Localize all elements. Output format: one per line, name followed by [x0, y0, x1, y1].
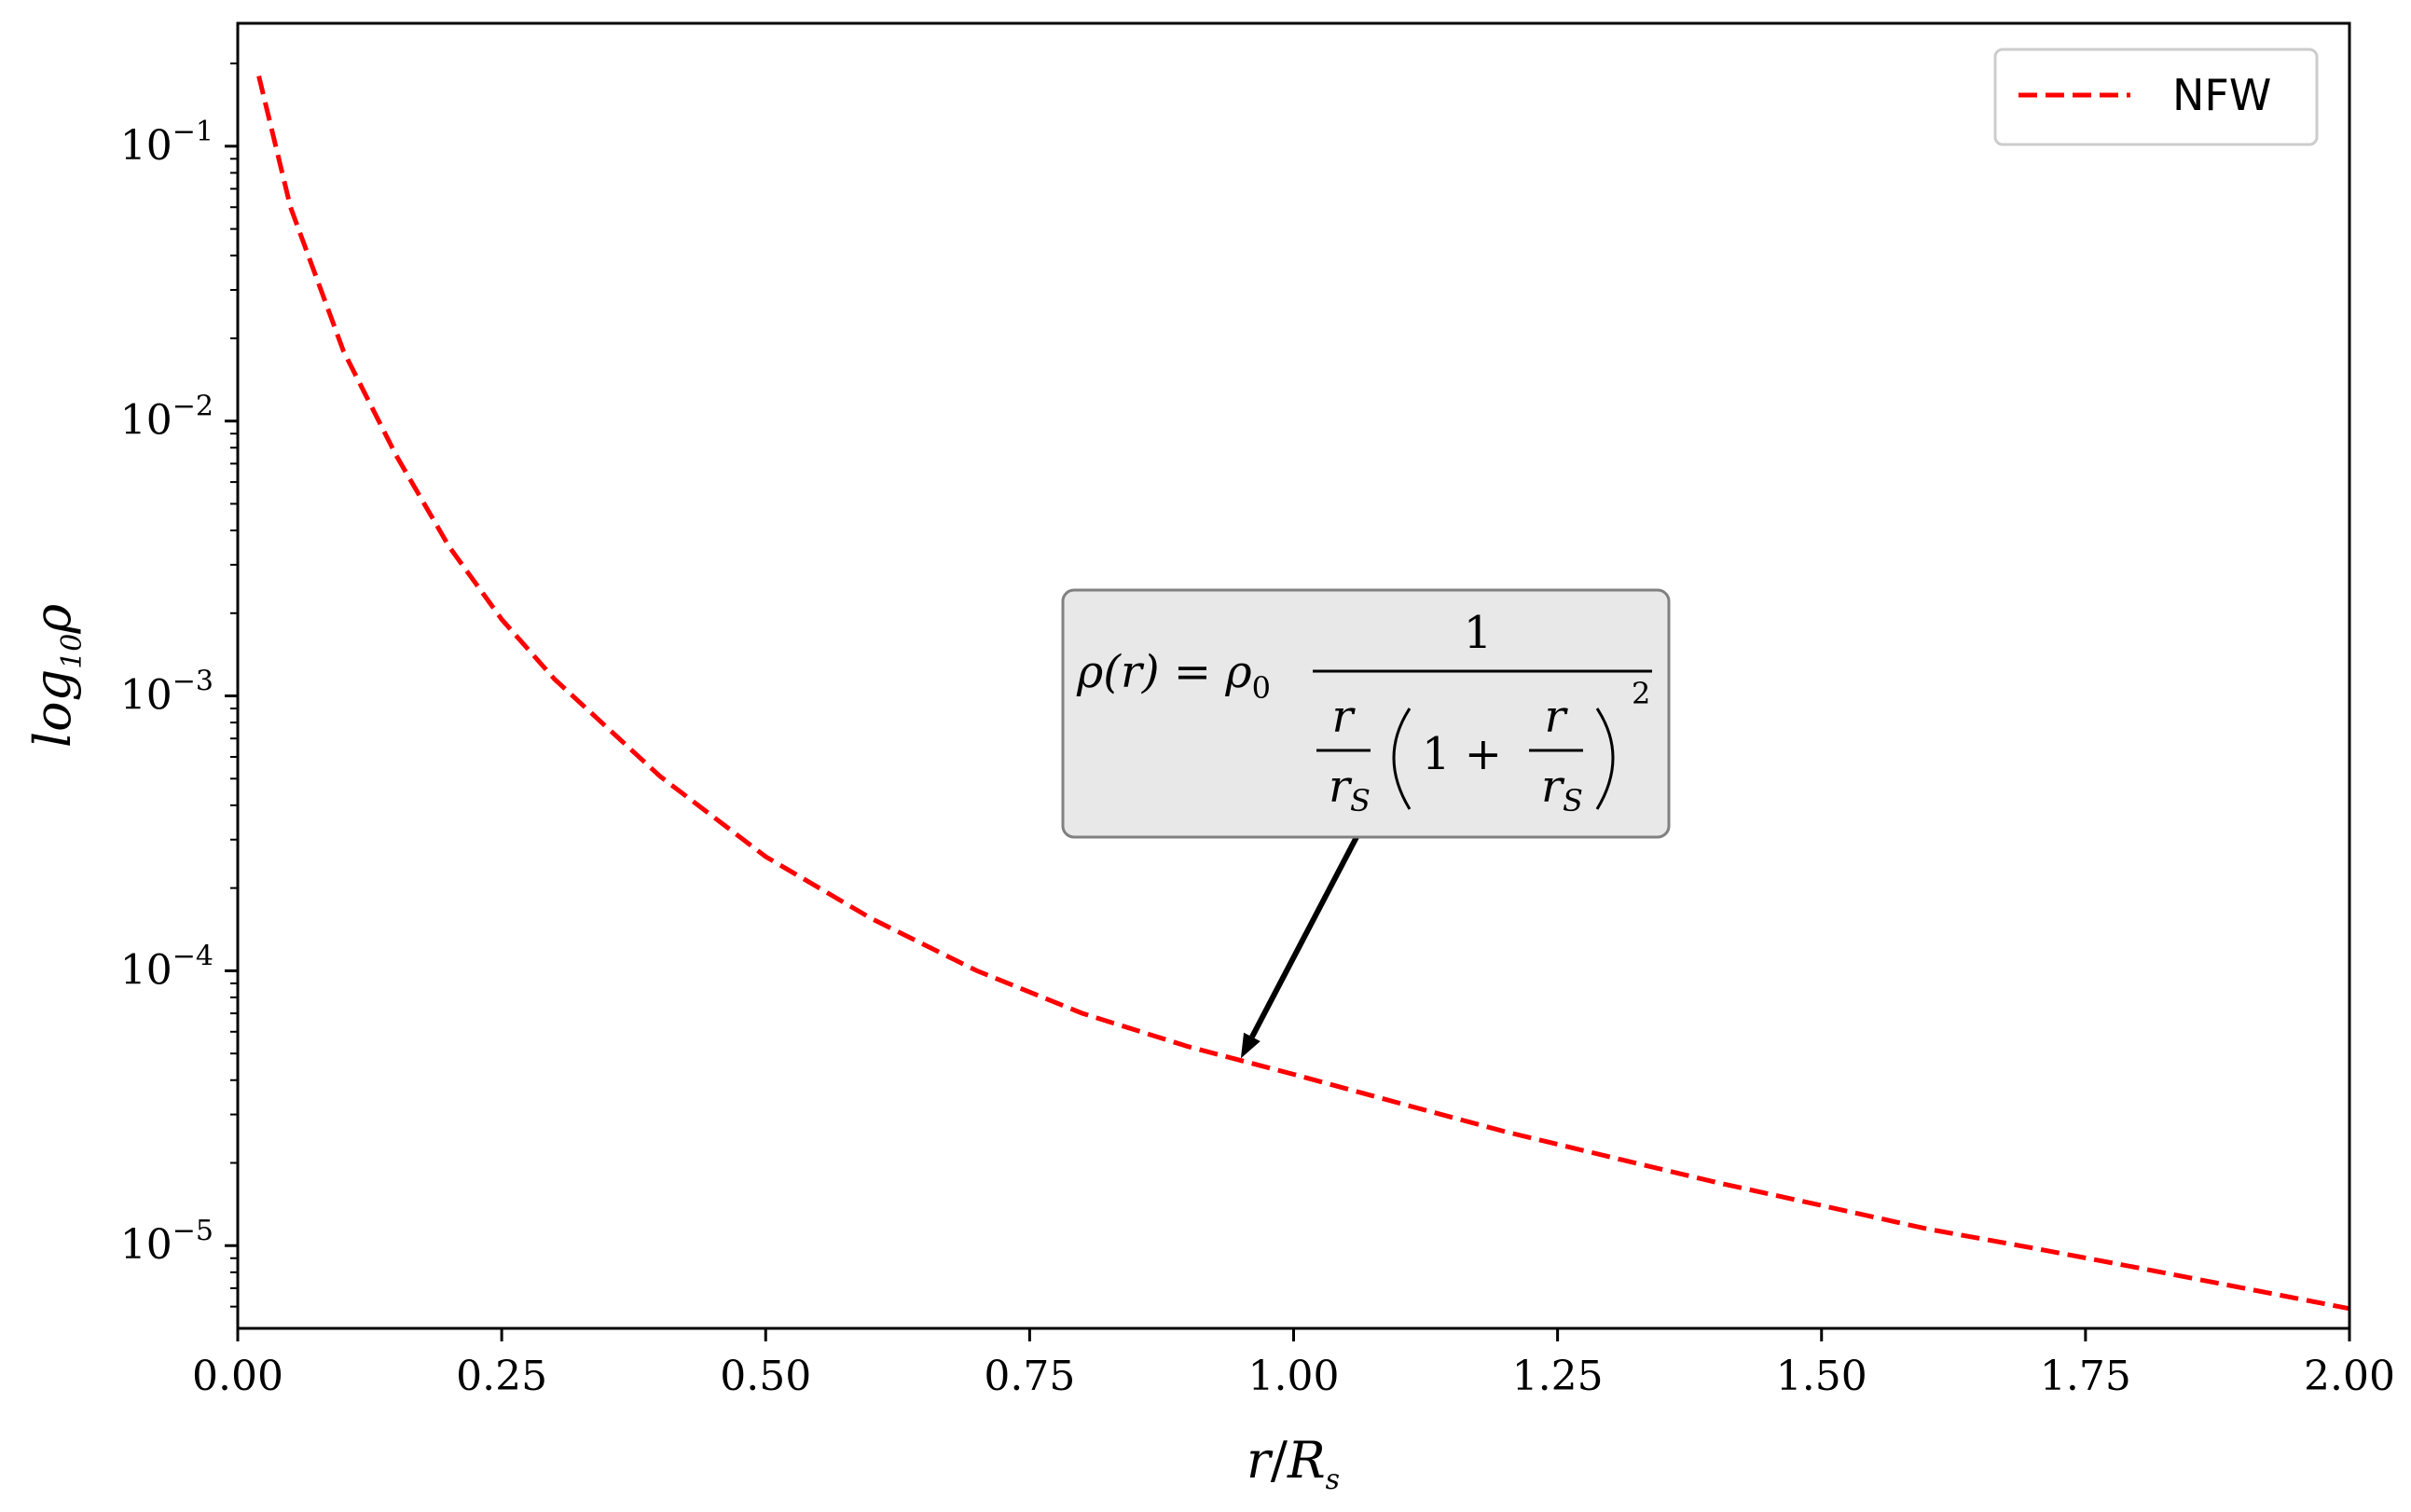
legend: NFW	[1993, 48, 2319, 146]
series-line-nfw	[256, 76, 2350, 1312]
annotation-arrow-line	[1249, 835, 1359, 1038]
y-tick-label: 10−1	[120, 116, 214, 170]
y-tick-label: 10−4	[120, 940, 214, 994]
formula-r-over-rs-denominator: rS	[1329, 761, 1371, 818]
x-tick-label: 1.00	[1248, 1353, 1340, 1400]
y-tick-label: 10−3	[120, 666, 214, 720]
x-axis-title: r/Rs	[1247, 1431, 1340, 1496]
formula-exponent: 2	[1632, 676, 1650, 711]
series-layer	[256, 76, 2350, 1312]
formula-one-plus: 1 +	[1422, 728, 1502, 780]
formula-inner-rs-denominator: rS	[1541, 761, 1583, 818]
legend-label-nfw: NFW	[2172, 70, 2271, 120]
formula-lhs: ρ(r) = ρ0	[1076, 646, 1271, 706]
x-tick-label: 1.25	[1512, 1353, 1604, 1400]
legend-box	[1993, 48, 2319, 146]
x-tick-label: 2.00	[2304, 1353, 2395, 1400]
x-tick-label: 1.50	[1776, 1353, 1867, 1400]
formula-right-paren	[1595, 708, 1615, 810]
y-tick-label: 10−2	[120, 391, 214, 445]
formula-r-over-rs-numerator: r	[1332, 691, 1357, 743]
y-tick-label: 10−5	[120, 1215, 214, 1269]
x-tick-label: 0.00	[192, 1353, 283, 1400]
plot-frame	[236, 21, 2351, 1330]
formula-annotation: ρ(r) = ρ0 1 r rS 1 + r rS 2	[1061, 588, 1671, 1059]
formula-inner-r-numerator: r	[1545, 691, 1569, 743]
annotation-arrow-head	[1240, 1032, 1261, 1059]
formula-numerator: 1	[1464, 607, 1493, 659]
formula-left-paren	[1392, 708, 1412, 810]
formula-box	[1061, 588, 1671, 839]
x-tick-label: 0.50	[720, 1353, 811, 1400]
x-tick-label: 1.75	[2040, 1353, 2131, 1400]
y-axis-title: log10ρ	[23, 604, 89, 749]
x-tick-label: 0.25	[456, 1353, 547, 1400]
ticks-layer: 0.00 0.25 0.50 0.75 1.00 1.25 1.50 1.75 2.00 10−5…	[120, 62, 2395, 1400]
x-tick-label: 0.75	[984, 1353, 1075, 1400]
